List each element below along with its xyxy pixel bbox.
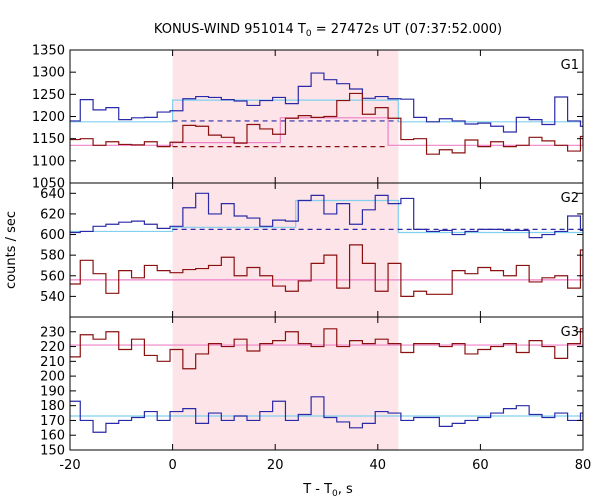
y-tick-label: 170 — [40, 414, 65, 429]
panel-g2: 540 560 580 600 620 640 G2 — [40, 182, 584, 318]
series-line-blue — [70, 72, 583, 133]
y-tick-label: 210 — [40, 355, 65, 370]
fit-line-blue — [70, 199, 583, 234]
series-line-blue — [70, 192, 583, 239]
y-tick-label: 560 — [40, 269, 65, 284]
y-axis-title: counts / sec — [4, 211, 19, 289]
panel-plot-area — [70, 328, 583, 436]
series-line-blue — [70, 396, 583, 436]
y-tick-label: 600 — [40, 228, 65, 243]
panel-plot-area — [70, 192, 583, 297]
series-line-red — [70, 328, 583, 370]
shaded-interval-rect — [172, 50, 399, 450]
y-tick-label: 1050 — [32, 177, 65, 192]
y-tick-label: 230 — [40, 325, 65, 340]
x-tick-label: 80 — [575, 458, 592, 473]
y-tick-label: 1350 — [32, 44, 65, 59]
y-tick-label: 160 — [40, 429, 65, 444]
panel-plot-area — [70, 72, 583, 155]
y-tick-label: 150 — [40, 444, 65, 459]
y-tick-label: 200 — [40, 370, 65, 385]
y-tick-label: 190 — [40, 384, 65, 399]
y-tick-label: 1200 — [32, 110, 65, 125]
series-line-red — [70, 92, 583, 155]
y-tick-label: 220 — [40, 340, 65, 355]
x-tick-label: 40 — [370, 458, 387, 473]
panel-label: G2 — [561, 191, 579, 206]
fit-line-red — [70, 117, 583, 146]
x-tick-label: 0 — [168, 458, 176, 473]
y-tick-label: 580 — [40, 249, 65, 264]
x-tick-label: 60 — [472, 458, 489, 473]
panel-g1: 1050 1100 1150 1200 1250 1300 1350 G1 — [32, 44, 584, 192]
y-tick-label: 1150 — [32, 132, 65, 147]
y-tick-label: 640 — [40, 187, 65, 202]
panel-frame — [69, 316, 584, 451]
y-tick-label: 1300 — [32, 66, 65, 81]
x-tick-label: 20 — [267, 458, 284, 473]
y-tick-label: 180 — [40, 399, 65, 414]
x-axis-title: T - T0, s — [302, 482, 353, 499]
y-tick-label: 1250 — [32, 88, 65, 103]
x-axis-title-sub: 0 — [332, 489, 338, 499]
y-tick-label: 540 — [40, 290, 65, 305]
chart-title-sub: 0 — [306, 29, 312, 39]
shaded-interval — [172, 50, 399, 450]
x-tick-label: -20 — [59, 458, 80, 473]
panel-label: G3 — [561, 325, 579, 340]
y-tick-label: 620 — [40, 207, 65, 222]
x-tick-labels: -20 0 20 40 60 80 — [59, 458, 591, 473]
panel-label: G1 — [561, 58, 579, 73]
y-tick-label: 1100 — [32, 154, 65, 169]
series-line-red — [70, 244, 583, 297]
chart-title: KONUS-WIND 951014 T0 = 27472s UT (07:37:… — [154, 22, 502, 39]
